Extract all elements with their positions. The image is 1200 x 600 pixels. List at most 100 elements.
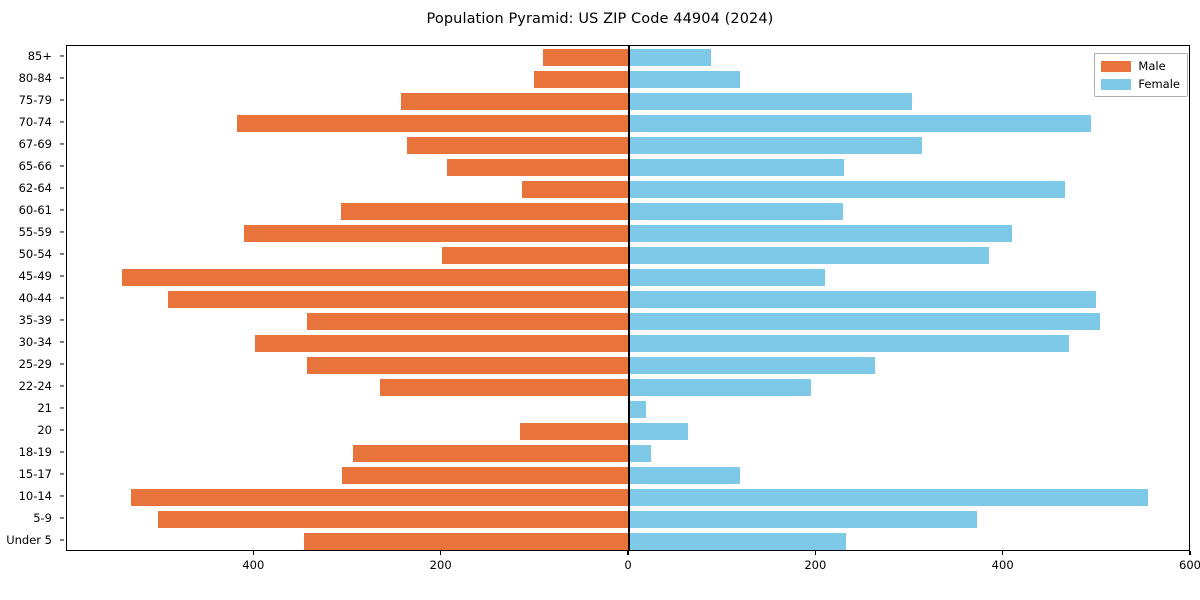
y-axis-label-20: 20	[37, 423, 52, 437]
bar-female-40-44	[629, 290, 1097, 308]
bar-male-67-69	[407, 136, 629, 154]
y-axis-label-55-59: 55-59	[18, 225, 52, 239]
x-axis-tick	[814, 551, 816, 555]
bars-layer	[67, 46, 1189, 550]
bar-female-35-39	[629, 312, 1101, 330]
y-axis-label-60-61: 60-61	[18, 203, 52, 217]
bar-male-25-29	[306, 356, 629, 374]
y-axis-label-22-24: 22-24	[18, 379, 52, 393]
bar-female-10-14	[629, 488, 1148, 506]
bar-male-30-34	[255, 334, 629, 352]
y-axis-tick	[60, 407, 64, 409]
y-axis: Under 5 5-9 10-14 15-17 18-19 20 21 22-24 25-29 3…	[0, 45, 64, 551]
y-axis-tick	[60, 121, 64, 123]
y-axis-tick	[60, 363, 64, 365]
y-axis-tick	[60, 473, 64, 475]
bar-male-70-74	[236, 114, 629, 132]
bar-male-80-84	[534, 70, 629, 88]
y-axis-label-80-84: 80-84	[18, 71, 52, 85]
bar-female-50-54	[629, 246, 989, 264]
y-axis-label-21: 21	[37, 401, 52, 415]
x-axis-label-1: 200	[429, 558, 452, 572]
legend-item-male[interactable]: Male	[1101, 59, 1180, 73]
plot-area	[66, 45, 1190, 551]
x-axis-label-0: 400	[242, 558, 265, 572]
y-axis-label-10-14: 10-14	[18, 489, 52, 503]
bar-female-18-19	[629, 444, 652, 462]
bar-male-75-79	[401, 92, 629, 110]
chart-title: Population Pyramid: US ZIP Code 44904 (2…	[426, 11, 774, 27]
y-axis-tick	[60, 143, 64, 145]
bar-male-35-39	[306, 312, 629, 330]
bar-male-20	[520, 422, 629, 440]
legend-item-female[interactable]: Female	[1101, 77, 1180, 91]
y-axis-tick	[60, 231, 64, 233]
y-axis-tick	[60, 539, 64, 541]
bar-female-55-59	[629, 224, 1013, 242]
bar-male-18-19	[352, 444, 629, 462]
x-axis: 400 200 0 200 400 600	[66, 551, 1200, 581]
bar-female-62-64	[629, 180, 1066, 198]
x-axis-tick	[252, 551, 254, 555]
y-axis-tick	[60, 55, 64, 57]
y-axis-label-under-5: Under 5	[6, 533, 52, 547]
y-axis-label-65-66: 65-66	[18, 159, 52, 173]
y-axis-label-30-34: 30-34	[18, 335, 52, 349]
zero-axis-line	[628, 46, 630, 550]
legend-swatch-female	[1101, 78, 1132, 90]
bar-female-65-66	[629, 158, 845, 176]
x-axis-tick	[1189, 551, 1191, 555]
bar-female-67-69	[629, 136, 923, 154]
y-axis-tick	[60, 429, 64, 431]
bar-female-under-5	[629, 532, 847, 550]
bar-male-22-24	[379, 378, 629, 396]
x-axis-label-3: 200	[804, 558, 827, 572]
bar-female-15-17	[629, 466, 741, 484]
bar-male-under-5	[303, 532, 629, 550]
y-axis-label-35-39: 35-39	[18, 313, 52, 327]
bar-female-45-49	[629, 268, 825, 286]
bar-female-85+	[629, 48, 712, 66]
x-axis-tick	[1002, 551, 1004, 555]
bar-male-55-59	[244, 224, 629, 242]
y-axis-tick	[60, 275, 64, 277]
x-axis-tick	[440, 551, 442, 555]
bar-female-21	[629, 400, 646, 418]
y-axis-label-67-69: 67-69	[18, 137, 52, 151]
chart-legend: Male Female	[1094, 53, 1188, 97]
bar-female-70-74	[629, 114, 1091, 132]
bar-male-62-64	[522, 180, 629, 198]
bar-female-5-9	[629, 510, 977, 528]
bar-male-15-17	[342, 466, 629, 484]
bar-male-85+	[542, 48, 629, 66]
y-axis-label-40-44: 40-44	[18, 291, 52, 305]
y-axis-tick	[60, 99, 64, 101]
bar-male-45-49	[122, 268, 629, 286]
y-axis-tick	[60, 187, 64, 189]
y-axis-tick	[60, 385, 64, 387]
y-axis-label-5-9: 5-9	[33, 511, 52, 525]
y-axis-tick	[60, 319, 64, 321]
y-axis-label-70-74: 70-74	[18, 115, 52, 129]
y-axis-tick	[60, 451, 64, 453]
y-axis-label-15-17: 15-17	[18, 467, 52, 481]
y-axis-label-18-19: 18-19	[18, 445, 52, 459]
bar-female-22-24	[629, 378, 811, 396]
bar-male-65-66	[447, 158, 629, 176]
y-axis-label-75-79: 75-79	[18, 93, 52, 107]
bar-female-80-84	[629, 70, 741, 88]
y-axis-tick	[60, 253, 64, 255]
y-axis-tick	[60, 341, 64, 343]
bar-female-25-29	[629, 356, 876, 374]
y-axis-tick	[60, 165, 64, 167]
y-axis-label-85+: 85+	[27, 49, 52, 63]
bar-female-75-79	[629, 92, 912, 110]
y-axis-label-62-64: 62-64	[18, 181, 52, 195]
x-axis-label-2: 0	[624, 558, 632, 572]
y-axis-tick	[60, 209, 64, 211]
bar-male-10-14	[130, 488, 629, 506]
legend-label: Female	[1138, 77, 1180, 91]
bar-female-60-61	[629, 202, 843, 220]
y-axis-tick	[60, 495, 64, 497]
